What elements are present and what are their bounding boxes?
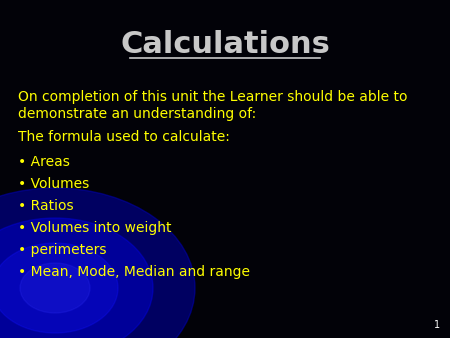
Ellipse shape xyxy=(0,188,195,338)
Text: The formula used to calculate:: The formula used to calculate: xyxy=(18,130,230,144)
Text: • Volumes into weight: • Volumes into weight xyxy=(18,221,171,235)
Text: • Ratios: • Ratios xyxy=(18,199,74,213)
Ellipse shape xyxy=(0,218,153,338)
Text: • Volumes: • Volumes xyxy=(18,177,89,191)
Text: On completion of this unit the Learner should be able to: On completion of this unit the Learner s… xyxy=(18,90,408,104)
Text: • Areas: • Areas xyxy=(18,155,70,169)
Text: • perimeters: • perimeters xyxy=(18,243,107,257)
Text: • Mean, Mode, Median and range: • Mean, Mode, Median and range xyxy=(18,265,250,279)
Ellipse shape xyxy=(0,243,118,333)
Text: demonstrate an understanding of:: demonstrate an understanding of: xyxy=(18,107,256,121)
Text: Calculations: Calculations xyxy=(120,30,330,59)
Text: 1: 1 xyxy=(434,320,440,330)
Ellipse shape xyxy=(20,263,90,313)
